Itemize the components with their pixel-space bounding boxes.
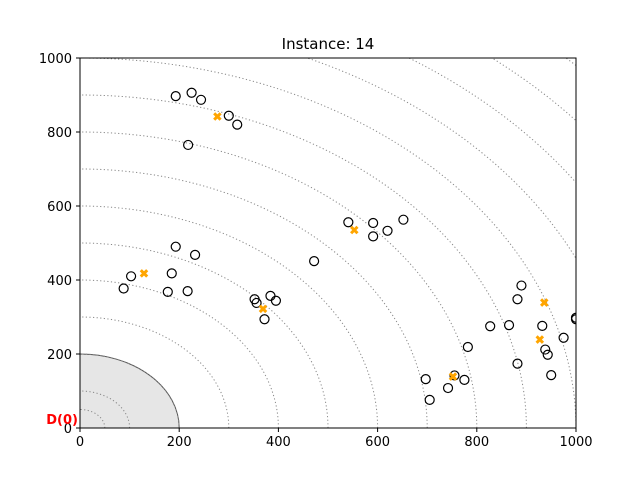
customer-point <box>420 374 431 385</box>
cross-point <box>139 269 149 278</box>
distance-arc <box>80 131 478 428</box>
customer-point <box>186 87 197 98</box>
distance-arc <box>80 58 576 428</box>
cross-point <box>535 335 545 344</box>
customer-point <box>195 94 207 105</box>
customer-point <box>462 341 473 353</box>
x-tick-label: 800 <box>464 435 489 450</box>
customer-point <box>459 374 470 385</box>
customer-point <box>125 271 137 282</box>
customer-point <box>398 214 409 225</box>
y-tick-label: 600 <box>47 200 72 215</box>
customer-point <box>232 119 243 130</box>
distance-arc <box>80 316 230 428</box>
customer-point <box>162 286 173 297</box>
customer-point <box>170 91 181 102</box>
customer-point <box>516 280 527 291</box>
depot-label: D(0) <box>46 413 78 428</box>
customer-point <box>485 321 496 332</box>
distance-arc <box>407 58 576 184</box>
y-tick-label: 1000 <box>39 52 72 67</box>
customer-point <box>170 241 181 252</box>
cross-point <box>213 112 222 121</box>
customer-point <box>309 256 320 267</box>
distance-arc <box>490 58 576 122</box>
cross-point <box>350 225 359 235</box>
y-tick-label: 800 <box>47 126 72 141</box>
plot-frame <box>79 57 577 429</box>
distance-arc <box>80 353 180 428</box>
customer-point <box>540 344 551 355</box>
customer-point <box>270 295 282 306</box>
customer-point <box>118 283 129 294</box>
x-tick-label: 400 <box>266 435 291 450</box>
distance-arc <box>80 242 329 428</box>
customer-point <box>512 358 523 369</box>
customer-point <box>259 314 270 325</box>
distance-arc <box>80 409 106 428</box>
customer-point <box>189 249 201 260</box>
customer-point <box>424 394 435 405</box>
customer-point <box>570 314 576 325</box>
customer-point <box>343 217 354 228</box>
customer-point <box>382 225 393 236</box>
x-tick-label: 1000 <box>559 435 592 450</box>
x-tick-label: 200 <box>167 435 192 450</box>
customer-point <box>368 231 379 242</box>
customer-point <box>223 110 234 121</box>
customer-point <box>368 217 379 229</box>
cross-point <box>539 298 549 307</box>
customer-point <box>546 369 557 381</box>
depot-region <box>80 354 180 428</box>
cross-point <box>448 372 458 381</box>
chart-title: Instance: 14 <box>282 35 375 53</box>
axes: 0 200 400 600 800 1000 0 200 400 600 800 1000 <box>39 52 593 450</box>
cross-point <box>258 304 268 314</box>
customer-point <box>182 286 193 297</box>
plot-area <box>80 58 576 428</box>
x-tick-label: 600 <box>365 435 390 450</box>
y-tick-label: 400 <box>47 274 72 289</box>
customer-point <box>542 349 553 360</box>
y-tick-label: 0 <box>64 422 72 437</box>
customer-point <box>265 290 276 302</box>
customer-point <box>251 297 262 309</box>
distance-arc <box>565 58 576 67</box>
customer-point <box>512 294 523 305</box>
distance-arc <box>80 205 379 428</box>
distance-arc <box>80 279 279 428</box>
customer-point <box>503 320 515 331</box>
y-tick-label: 200 <box>47 348 72 363</box>
customer-point <box>183 139 194 151</box>
x-tick-label: 0 <box>76 435 84 450</box>
customer-point <box>442 382 454 394</box>
customer-point <box>537 320 548 331</box>
customer-point <box>166 268 177 279</box>
customer-point <box>558 332 569 343</box>
